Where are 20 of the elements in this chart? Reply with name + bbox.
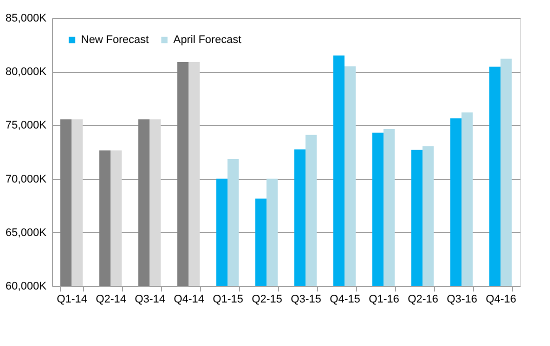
x-tick-label: Q2-14 [96,294,126,306]
x-tick-label: Q1-14 [56,294,88,306]
x-tick-label: Q2-15 [252,294,282,306]
y-tick-label: 65,000K [6,226,48,239]
y-tick-label: 60,000K [6,280,48,292]
legend-label: New Forecast [81,34,149,46]
x-tick-label: Q1-15 [212,294,244,306]
x-tick-label: Q4-16 [486,294,516,306]
x-tick-label: Q3-14 [134,294,166,306]
y-tick-label: 75,000K [6,120,48,132]
x-tick-label: Q3-16 [446,294,478,306]
x-tick-label: Q4-15 [330,294,360,306]
x-tick-label: Q1-16 [368,294,400,306]
x-tick-label: Q2-16 [408,294,438,306]
x-tick-label: Q3-15 [290,294,322,306]
x-tick-label: Q4-14 [174,294,204,306]
legend-label: April Forecast [173,34,242,46]
y-tick-label: 85,000K [6,12,48,24]
y-tick-label: 80,000K [6,66,48,78]
y-tick-label: 70,000K [6,173,48,186]
